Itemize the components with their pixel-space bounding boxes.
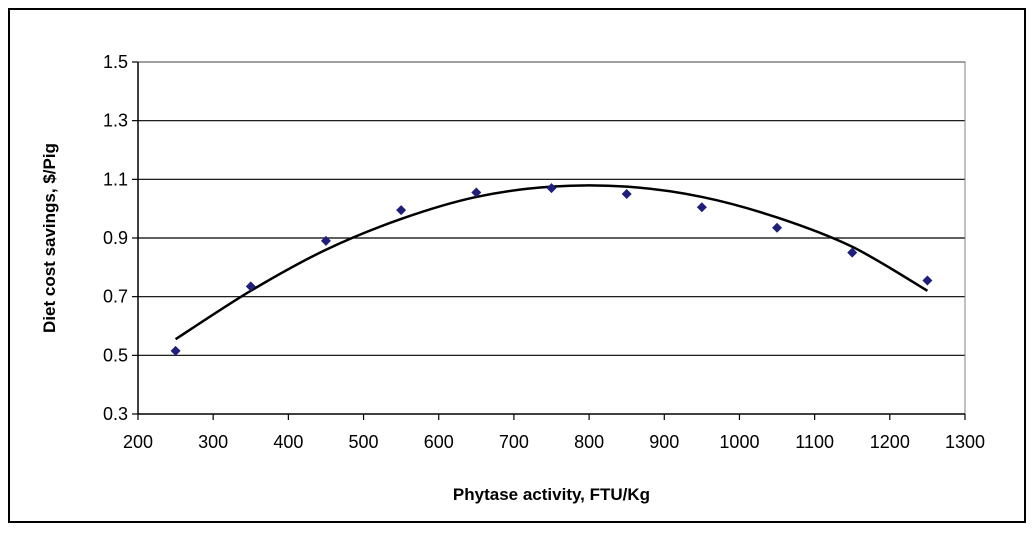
axes bbox=[132, 61, 966, 420]
data-point bbox=[320, 235, 331, 246]
data-point bbox=[621, 189, 632, 199]
data-point bbox=[696, 202, 707, 213]
data-point bbox=[245, 281, 256, 292]
x-tick-label: 200 bbox=[123, 432, 153, 452]
data-point bbox=[170, 345, 181, 356]
data-point bbox=[922, 275, 933, 286]
x-axis-label: Phytase activity, FTU/Kg bbox=[453, 485, 650, 504]
y-tick-label: 1.5 bbox=[103, 52, 128, 72]
data-points bbox=[170, 183, 933, 356]
x-tick-label: 1000 bbox=[719, 432, 759, 452]
x-tick-label: 600 bbox=[424, 432, 454, 452]
x-tick-label: 800 bbox=[574, 432, 604, 452]
data-point bbox=[847, 247, 858, 258]
chart-frame bbox=[8, 8, 1026, 523]
y-tick-label: 1.3 bbox=[103, 111, 128, 131]
x-tick-label: 400 bbox=[273, 432, 303, 452]
x-tick-label: 1100 bbox=[795, 432, 834, 452]
y-tick-labels: 0.3 0.5 0.7 0.9 1.1 1.3 1.5 bbox=[103, 52, 128, 424]
y-tick-label: 0.5 bbox=[103, 345, 128, 365]
x-tick-label: 1200 bbox=[870, 432, 910, 452]
x-tick-labels: 200 300 400 500 600 700 800 900 1000 1100 1200 1300 bbox=[123, 432, 985, 452]
x-tick-label: 700 bbox=[499, 432, 529, 452]
data-point bbox=[772, 222, 783, 233]
data-point bbox=[471, 187, 482, 198]
trendline bbox=[174, 184, 929, 341]
data-point bbox=[396, 205, 407, 216]
y-tick-label: 0.3 bbox=[103, 404, 128, 424]
y-tick-label: 1.1 bbox=[103, 169, 128, 189]
x-tick-label: 1300 bbox=[945, 432, 985, 452]
x-tick-label: 500 bbox=[349, 432, 379, 452]
x-tick-label: 900 bbox=[649, 432, 679, 452]
data-point bbox=[546, 183, 557, 194]
x-tick-label: 300 bbox=[198, 432, 228, 452]
y-tick-label: 0.7 bbox=[103, 287, 128, 307]
gridlines bbox=[138, 61, 965, 356]
y-tick-label: 0.9 bbox=[103, 228, 128, 248]
y-axis-label: Diet cost savings, $/Pig bbox=[40, 143, 59, 333]
